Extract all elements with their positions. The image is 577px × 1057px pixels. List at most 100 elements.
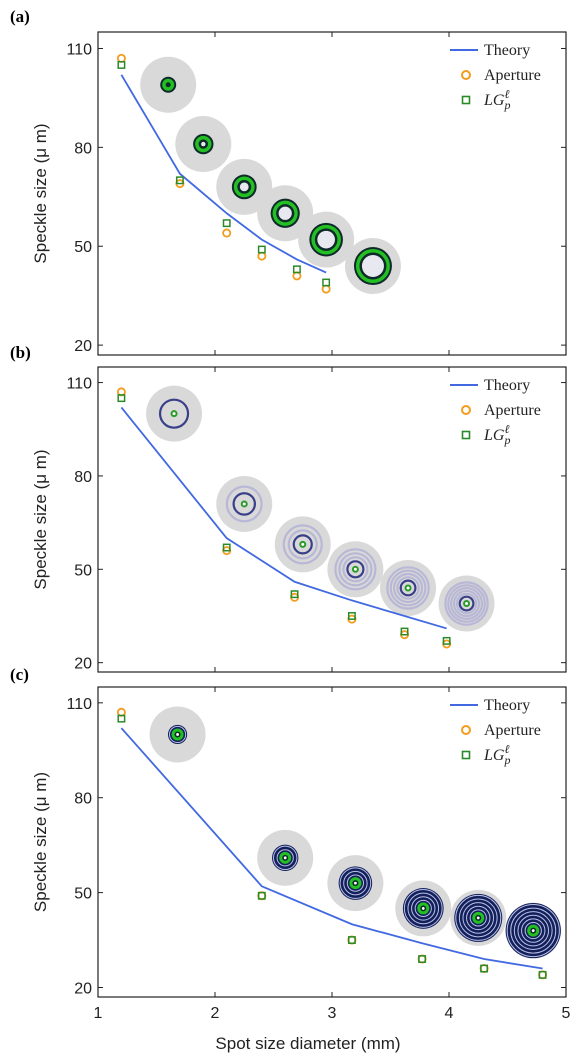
inset-ring: [524, 921, 542, 940]
inset-ring: [346, 874, 364, 892]
legend-circle-swatch: [461, 725, 471, 735]
lg-point: [222, 543, 231, 552]
beam-profile-inset: [140, 56, 197, 113]
inset-ring: [282, 524, 323, 565]
legend-square-swatch: [461, 750, 471, 760]
inset-core: [465, 602, 469, 606]
y-tick-label: 110: [66, 41, 92, 58]
inset-ring: [165, 82, 171, 88]
lg-point: [480, 964, 489, 973]
inset-core: [353, 567, 357, 571]
lg-point: [290, 590, 299, 599]
inset-core: [361, 255, 384, 278]
inset-ring: [225, 485, 263, 523]
inset-core: [242, 502, 246, 506]
beam-profile-inset: [175, 116, 232, 173]
y-tick-label: 20: [74, 981, 92, 998]
legend-square-swatch: [461, 95, 471, 105]
beam-profile-inset: [450, 889, 507, 946]
beam-profile-inset: [149, 706, 206, 763]
lg-point: [257, 245, 266, 254]
inset-ring: [389, 569, 427, 607]
inset-ring: [287, 529, 318, 560]
inset-ring: [232, 492, 257, 516]
legend-square-swatch: [461, 430, 471, 440]
inset-ring: [455, 894, 502, 941]
inset-core: [301, 542, 305, 546]
beam-profile-inset: [216, 158, 273, 215]
y-tick-label: 80: [74, 791, 92, 808]
y-axis-label: Speckle size (μ m): [31, 123, 50, 263]
y-tick-label: 110: [66, 376, 92, 393]
inset-ring: [450, 587, 484, 621]
inset-ring: [338, 552, 373, 587]
lg-point: [322, 278, 331, 287]
beam-profile-inset: [380, 559, 437, 616]
lg-point: [347, 612, 356, 620]
inset-ring: [462, 902, 495, 934]
legend-circle-swatch: [461, 70, 471, 80]
inset-ring: [339, 867, 372, 899]
inset-core: [278, 206, 292, 220]
y-tick-label: 50: [74, 886, 92, 903]
beam-profile-inset: [257, 829, 314, 886]
inset-ring: [403, 889, 443, 928]
theory-line: [120, 727, 543, 970]
inset-core: [172, 412, 176, 416]
legend-label: Theory: [484, 697, 530, 714]
y-tick-label: 110: [66, 696, 92, 713]
y-tick-label: 50: [74, 239, 92, 256]
inset-core: [531, 929, 535, 932]
inset-ring: [458, 898, 498, 938]
beam-profile-inset: [298, 211, 355, 268]
inset-core: [239, 182, 249, 192]
inset-ring: [521, 918, 546, 943]
inset-ring: [455, 592, 478, 615]
inset-ring: [447, 584, 486, 623]
x-tick-label: 4: [445, 1005, 454, 1022]
inset-ring: [399, 579, 417, 597]
panel-label: (b): [10, 343, 31, 362]
legend-label: Aperture: [484, 402, 541, 419]
inset-ring: [342, 556, 369, 583]
beam-profile-inset: [216, 475, 273, 532]
beam-profile-inset: [327, 855, 384, 912]
inset-core: [201, 141, 206, 147]
x-axis-label: Spot size diameter (mm): [215, 1034, 400, 1053]
inset-ring: [458, 595, 475, 612]
inset-core: [354, 881, 357, 885]
x-tick-label: 5: [562, 1005, 571, 1022]
inset-ring: [386, 566, 430, 610]
inset-ring: [276, 849, 294, 867]
beam-profile-inset: [274, 516, 331, 573]
inset-core: [406, 586, 410, 590]
y-axis-label: Speckle size (μ m): [31, 772, 50, 912]
aperture-point: [222, 228, 232, 238]
legend: Theory Aperture LGpℓ: [450, 697, 541, 767]
lg-point: [400, 627, 409, 636]
y-tick-label: 50: [74, 562, 92, 579]
inset-core: [317, 230, 335, 249]
lg-point: [418, 955, 427, 963]
x-tick-label: 3: [328, 1005, 337, 1022]
panel-label: (c): [10, 665, 29, 684]
legend-label: Aperture: [484, 722, 541, 739]
lg-point: [538, 970, 547, 979]
inset-ring: [407, 892, 440, 925]
legend: Theory Aperture LGpℓ: [450, 377, 541, 447]
lg-point: [222, 219, 231, 228]
inset-ring: [396, 576, 420, 600]
beam-profile-inset: [344, 238, 401, 295]
inset-core: [283, 856, 287, 860]
legend-circle-swatch: [461, 405, 471, 415]
beam-profile-inset: [438, 575, 495, 632]
inset-ring: [506, 903, 560, 958]
inset-ring: [158, 398, 190, 429]
theory-line: [120, 406, 447, 630]
legend-label: LGpℓ: [483, 422, 510, 447]
legend-label: Theory: [484, 42, 530, 59]
legend: Theory Aperture LGpℓ: [450, 42, 541, 112]
inset-ring: [510, 907, 557, 954]
theory-line: [120, 74, 327, 274]
